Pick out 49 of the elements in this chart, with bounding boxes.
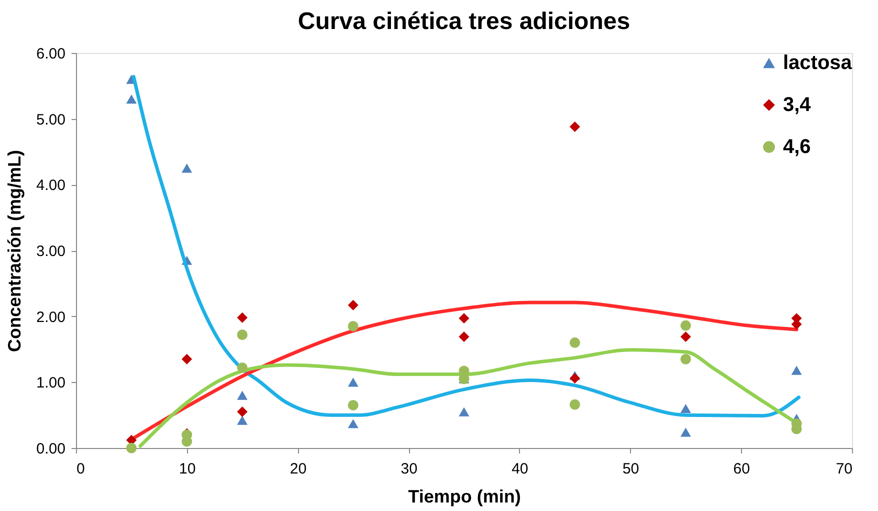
point [237,330,248,340]
point [237,416,248,425]
legend-label: 4,6 [783,136,811,158]
point [570,121,580,132]
x-tick-label: 0 [76,460,85,478]
legend-label: 3,4 [783,94,812,116]
point [237,390,248,400]
point [348,419,358,428]
point [348,320,358,332]
point [570,372,580,384]
y-tick-label: 0.00 [36,440,66,458]
point [182,354,192,364]
legend-label: lactosa [783,52,853,74]
x-tick-label: 30 [400,460,418,478]
point [126,94,137,104]
point [458,313,470,324]
point [680,404,691,414]
point [182,164,192,173]
point [237,312,248,323]
x-tick-label: 10 [179,460,196,478]
point [570,337,580,348]
point [348,378,358,387]
point [680,354,691,364]
point [237,406,248,418]
x-tick-label: 20 [290,460,307,478]
y-tick-label: 4.00 [36,177,66,194]
point [126,442,137,454]
x-tick-label: 40 [512,460,528,478]
point [680,332,691,342]
x-axis-title: Tiempo (min) [408,486,521,506]
point [680,428,691,437]
y-tick-label: 3.00 [36,243,66,260]
y-axis-title: Concentración (mg/mL) [4,150,24,352]
point [458,407,470,416]
point [458,332,470,342]
y-tick-label: 5.00 [36,111,66,128]
point [570,399,580,410]
point [348,400,358,410]
point [237,362,248,373]
x-tick-label: 70 [836,460,852,478]
point [348,300,358,310]
y-tick-label: 2.00 [36,308,66,326]
x-tick-label: 50 [622,460,640,478]
y-tick-label: 1.00 [36,374,66,392]
point [791,366,802,375]
chart-title: Curva cinética tres adiciones [298,8,630,35]
x-tick-label: 60 [733,460,750,478]
point [680,320,691,331]
y-tick-label: 6.00 [36,46,66,62]
